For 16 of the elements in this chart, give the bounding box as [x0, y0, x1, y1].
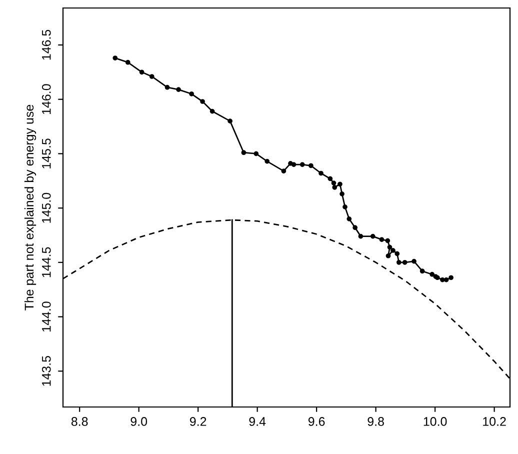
x-tick-label: 10.0: [424, 417, 447, 426]
y-tick-label: 145.0: [42, 192, 51, 223]
y-tick-label: 145.5: [42, 138, 51, 168]
x-tick-label: 9.6: [308, 417, 325, 426]
y-tick-label: 146.0: [42, 84, 51, 114]
x-tick-label: 8.8: [71, 417, 88, 426]
x-tick-label: 9.0: [130, 417, 148, 426]
y-tick-label: 144.0: [42, 302, 51, 332]
y-tick-label: 143.5: [42, 356, 51, 386]
x-tick-label: 10.2: [483, 417, 506, 426]
y-tick-label: 146.5: [42, 30, 51, 60]
y-axis-title: The part not explained by energy use: [24, 104, 36, 310]
x-tick-label: 9.4: [249, 417, 266, 426]
y-tick-label: 144.5: [42, 247, 51, 278]
x-tick-label: 9.8: [368, 417, 384, 426]
x-tick-label: 9.2: [190, 417, 206, 426]
